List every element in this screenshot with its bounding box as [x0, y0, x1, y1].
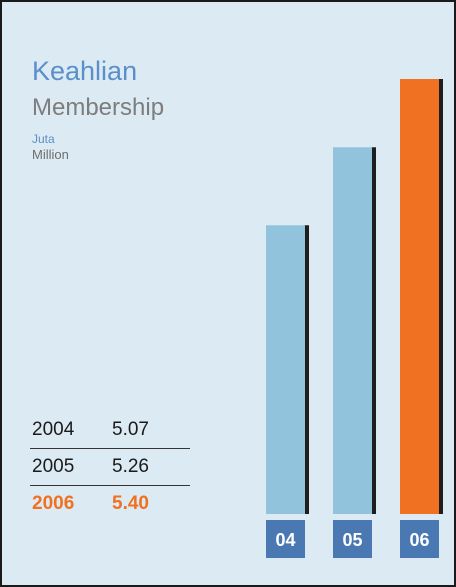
category-label: 05: [342, 530, 362, 550]
category-label: 06: [409, 530, 429, 550]
unit-label-english: Million: [32, 147, 69, 162]
category-label: 04: [275, 530, 295, 550]
table-value: 5.07: [112, 419, 149, 440]
table-year: 2006: [32, 493, 75, 514]
bar-shadow: [371, 147, 376, 514]
category-label-box: [400, 520, 439, 558]
bar-05: [333, 147, 372, 514]
bar-shadow: [438, 79, 443, 514]
chart-subtitle: Membership: [32, 94, 165, 121]
membership-table: 2004 5.07 2005 5.26 2006 5.40: [30, 412, 190, 522]
table-year: 2005: [32, 456, 75, 477]
unit-label-malay: Juta: [32, 132, 55, 146]
chart-title: Keahlian: [32, 56, 138, 86]
table-row-highlight: 2006 5.40: [30, 486, 190, 522]
table-value: 5.26: [112, 456, 149, 477]
table-value: 5.40: [112, 493, 149, 514]
bar-06: [400, 79, 439, 514]
category-label-box: [266, 520, 305, 558]
category-label-box: [333, 520, 372, 558]
table-year: 2004: [32, 419, 75, 440]
table-row: 2004 5.07: [30, 412, 190, 449]
bar-shadow: [304, 225, 309, 514]
table-row: 2005 5.26: [30, 449, 190, 486]
bar-04: [266, 225, 305, 514]
